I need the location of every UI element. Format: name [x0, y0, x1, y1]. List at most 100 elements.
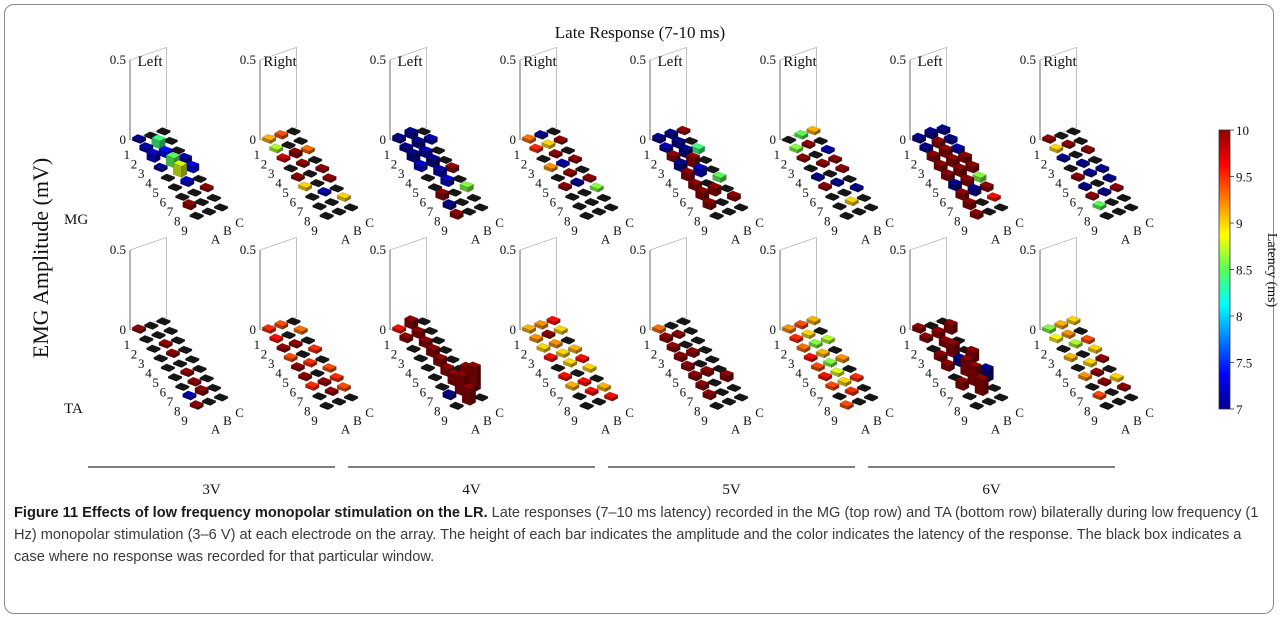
bar-face-top [712, 171, 727, 179]
electrode-row-label: 6 [420, 194, 427, 209]
z-tick-label: 0.5 [240, 242, 256, 257]
bar-3C [430, 336, 446, 345]
bar-7C [589, 374, 604, 383]
z-tick-label: 0.5 [110, 242, 126, 257]
bar-face-top [659, 331, 674, 339]
bar-face-side [836, 157, 843, 165]
bar-face-side [829, 147, 835, 155]
bar-5A [160, 173, 176, 183]
electrode-row-label: 3 [658, 356, 665, 371]
bar-face-top [454, 197, 469, 205]
bar-8B [1104, 387, 1119, 397]
bar-9A [319, 401, 334, 411]
bar-face-top [416, 317, 431, 324]
bar-7B [317, 376, 332, 387]
bar-6B [180, 367, 195, 378]
bar-1A [391, 324, 407, 335]
bar-6B [310, 178, 325, 188]
bar-3C [820, 334, 836, 345]
bar-1A [1041, 134, 1057, 145]
bar-1C [156, 317, 171, 326]
bar-face-top [822, 357, 838, 365]
bar-face-side [277, 146, 284, 154]
electrode-row-label: 5 [672, 185, 679, 200]
electrode-row-label: 6 [550, 194, 557, 209]
bar-6B [310, 368, 325, 378]
bar-face-top [307, 155, 323, 163]
bar-2B [671, 329, 686, 340]
electrode-row-label: 3 [918, 356, 925, 371]
z-tick-label: 0 [250, 322, 257, 337]
bar-face-side [959, 146, 965, 155]
bar-7B [837, 376, 852, 387]
electrode-row-label: 4 [535, 175, 542, 190]
bar-face-top [172, 159, 188, 167]
colorbar-tick-label: 10 [1236, 123, 1249, 138]
bar-face-top [427, 373, 443, 380]
bar-face-top [955, 376, 970, 383]
bar-face-top [297, 371, 313, 379]
back-wall-top-line [519, 237, 557, 251]
bar-face-top [924, 321, 939, 329]
bar-face-side [699, 146, 705, 155]
caption-text: Late responses (7–10 ms latency) recorde… [14, 505, 1259, 565]
electrode-row-label: 8 [564, 403, 571, 418]
bar-8C [206, 383, 222, 393]
bar-6C [1102, 364, 1117, 374]
bar-face-side [551, 355, 558, 363]
bar-8C [466, 193, 482, 203]
bar-face-top [1041, 134, 1057, 141]
bar-face-side [566, 184, 573, 192]
bar-face-top [315, 163, 330, 171]
bar-face-side [561, 138, 568, 146]
z-tick-label: 0 [770, 322, 777, 337]
bar-face-top [324, 197, 339, 205]
bar-7A [435, 187, 450, 202]
bar-8A [1092, 390, 1107, 401]
bar-face-top [276, 153, 291, 160]
bar-5C [965, 160, 980, 174]
bar-3A [796, 343, 811, 354]
electrode-row-label: 6 [940, 384, 947, 399]
bar-face-top [336, 382, 352, 389]
bar-face-top [651, 132, 667, 140]
figure-caption: Figure 11 Effects of low frequency monop… [14, 502, 1262, 568]
bar-8B [324, 197, 339, 207]
electrode-row-label: 8 [694, 213, 701, 228]
bar-6A [1077, 371, 1093, 382]
bar-face-top [1123, 203, 1139, 210]
bar-3C [690, 336, 706, 345]
bar-face-top [432, 353, 448, 360]
bar-5A [550, 173, 566, 183]
bar-face-top [283, 164, 298, 171]
bar-face-side [590, 176, 597, 184]
bar-9B [851, 207, 867, 216]
bar-face-top [733, 203, 749, 210]
electrode-row-label: 9 [311, 223, 318, 238]
bar-9B [721, 207, 737, 216]
bar-face-top [413, 354, 428, 361]
bar-8A [182, 198, 197, 211]
bar-face-side [571, 360, 578, 368]
z-tick-label: 0 [1030, 322, 1037, 337]
bar-face-top [714, 387, 729, 395]
electrode-row-label: 5 [412, 185, 419, 200]
bar-9C [1123, 393, 1139, 402]
bar-4C [567, 344, 583, 355]
bar-face-top [1082, 357, 1098, 365]
bar-8C [596, 382, 612, 393]
bar-7C [589, 182, 604, 193]
bar-face-top [324, 386, 339, 394]
back-wall-top-line [259, 47, 297, 61]
bar-face-top [671, 136, 686, 143]
bar-7A [695, 379, 710, 392]
bar-4B [555, 158, 571, 169]
electrode-col-label: C [1145, 405, 1154, 420]
bar-3A [1056, 344, 1071, 354]
bar-face-top [288, 147, 303, 154]
bar-face-top [957, 150, 973, 158]
voltage-label: 6V [982, 482, 1001, 498]
bar-face-top [960, 174, 975, 181]
bar-5A [160, 363, 176, 373]
